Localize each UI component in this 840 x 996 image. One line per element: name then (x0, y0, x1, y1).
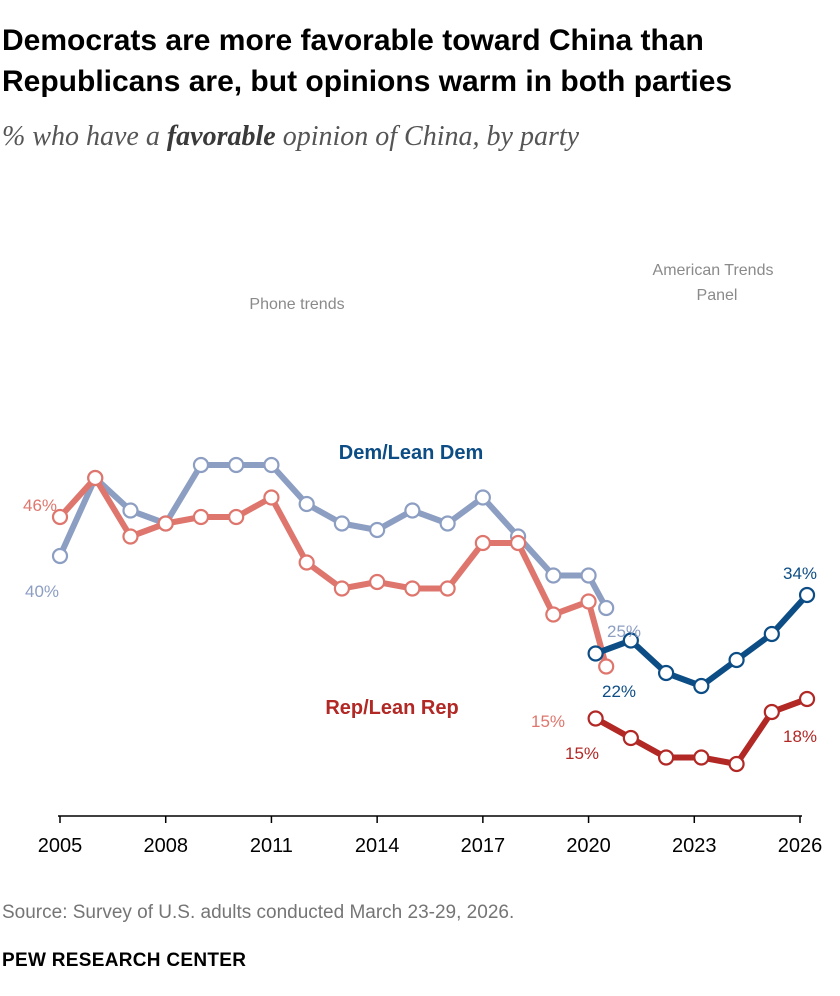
series-1-point-1 (87, 469, 104, 487)
series-1-point-9 (369, 573, 386, 591)
series-1-point-11 (439, 580, 456, 597)
data-label-dem-atp-start: 22% (602, 682, 636, 701)
series-1-point-12 (474, 534, 491, 552)
series-1-point-13 (509, 534, 527, 552)
series-0-point-10 (404, 502, 421, 519)
series-0-point-6 (263, 456, 280, 474)
x-tick-label-2008: 2008 (143, 835, 188, 857)
series-1-point-2 (122, 528, 139, 545)
subtitle-suffix: opinion of China, by party (275, 121, 580, 152)
data-label-rep-atp-start: 15% (565, 744, 599, 763)
data-label-rep-atp-end: 18% (783, 727, 817, 746)
series-3-point-5 (763, 703, 780, 721)
series-1-point-4 (192, 508, 210, 526)
series-1-point-16 (598, 658, 615, 675)
source-note: Source: Survey of U.S. adults conducted … (2, 902, 515, 923)
series-1-point-3 (157, 515, 174, 532)
series-2-point-1 (622, 632, 639, 649)
series-label-rep: Rep/Lean Rep (325, 697, 458, 719)
series-0-point-0 (51, 547, 69, 565)
series-1-point-5 (228, 508, 245, 526)
x-tick-label-2023: 2023 (672, 835, 717, 857)
series-1-point-15 (580, 593, 597, 610)
data-label-dem-2005: 40% (25, 582, 59, 601)
chart-title: Democrats are more favorable toward Chin… (2, 24, 733, 98)
series-0-point-16 (598, 599, 615, 617)
series-0-point-15 (580, 567, 597, 584)
data-label-rep-phone-end: 15% (531, 712, 565, 731)
series-line-1 (57, 475, 610, 670)
series-2-point-5 (763, 625, 780, 643)
annotation-atp-line1: American Trends (653, 262, 774, 279)
series-0-point-12 (474, 489, 491, 506)
x-tick-label-2020: 2020 (566, 835, 611, 857)
series-0-point-11 (439, 515, 456, 532)
series-3-point-0 (587, 710, 604, 727)
series-1-point-6 (263, 489, 280, 506)
x-tick-label-2005: 2005 (38, 835, 83, 857)
data-label-rep-2005: 46% (23, 496, 57, 515)
x-tick-label-2014: 2014 (355, 835, 400, 857)
series-1-point-8 (333, 580, 351, 597)
series-0-point-2 (122, 502, 139, 519)
x-tick-label-2011: 2011 (250, 835, 293, 857)
series-2-point-4 (728, 651, 745, 669)
series-0-point-14 (545, 567, 562, 584)
series-3-point-2 (657, 749, 675, 766)
chart-subtitle: % who have a favorable opinion of China,… (2, 119, 832, 155)
subtitle-prefix: % who have a (2, 121, 167, 152)
series-2-point-2 (657, 664, 675, 682)
x-tick-label-2026: 2026 (778, 835, 823, 857)
series-3-point-4 (728, 755, 745, 773)
subtitle-emphasis: favorable (166, 121, 276, 152)
pew-logo-text: PEW RESEARCH CENTER (2, 950, 247, 971)
series-1-point-10 (404, 580, 421, 597)
series-2-point-3 (693, 677, 710, 695)
series-0-point-5 (228, 456, 245, 474)
x-tick-label-2017: 2017 (461, 835, 506, 857)
series-0-point-4 (192, 456, 210, 474)
series-2-point-6 (798, 586, 816, 604)
series-1-point-7 (298, 554, 315, 571)
series-0-point-7 (298, 495, 315, 513)
series-label-dem: Dem/Lean Dem (339, 442, 484, 464)
series-1-point-14 (545, 606, 562, 623)
series-3-point-1 (622, 729, 639, 747)
data-label-dem-atp-end: 34% (783, 564, 817, 583)
line-chart: 2005 2008 2011 2014 2017 2020 2023 2026 Phone tr… (23, 262, 823, 857)
series-2-point-0 (587, 645, 604, 662)
series-1-point-0 (51, 508, 69, 526)
series-0-point-9 (369, 521, 386, 539)
annotation-phone-trends: Phone trends (249, 296, 344, 313)
annotation-atp-line2: Panel (697, 287, 738, 304)
series-3-point-3 (693, 749, 710, 766)
series-0-point-8 (333, 515, 351, 532)
data-label-dem-phone-end: 25% (607, 622, 641, 641)
series-3-point-6 (798, 690, 816, 708)
